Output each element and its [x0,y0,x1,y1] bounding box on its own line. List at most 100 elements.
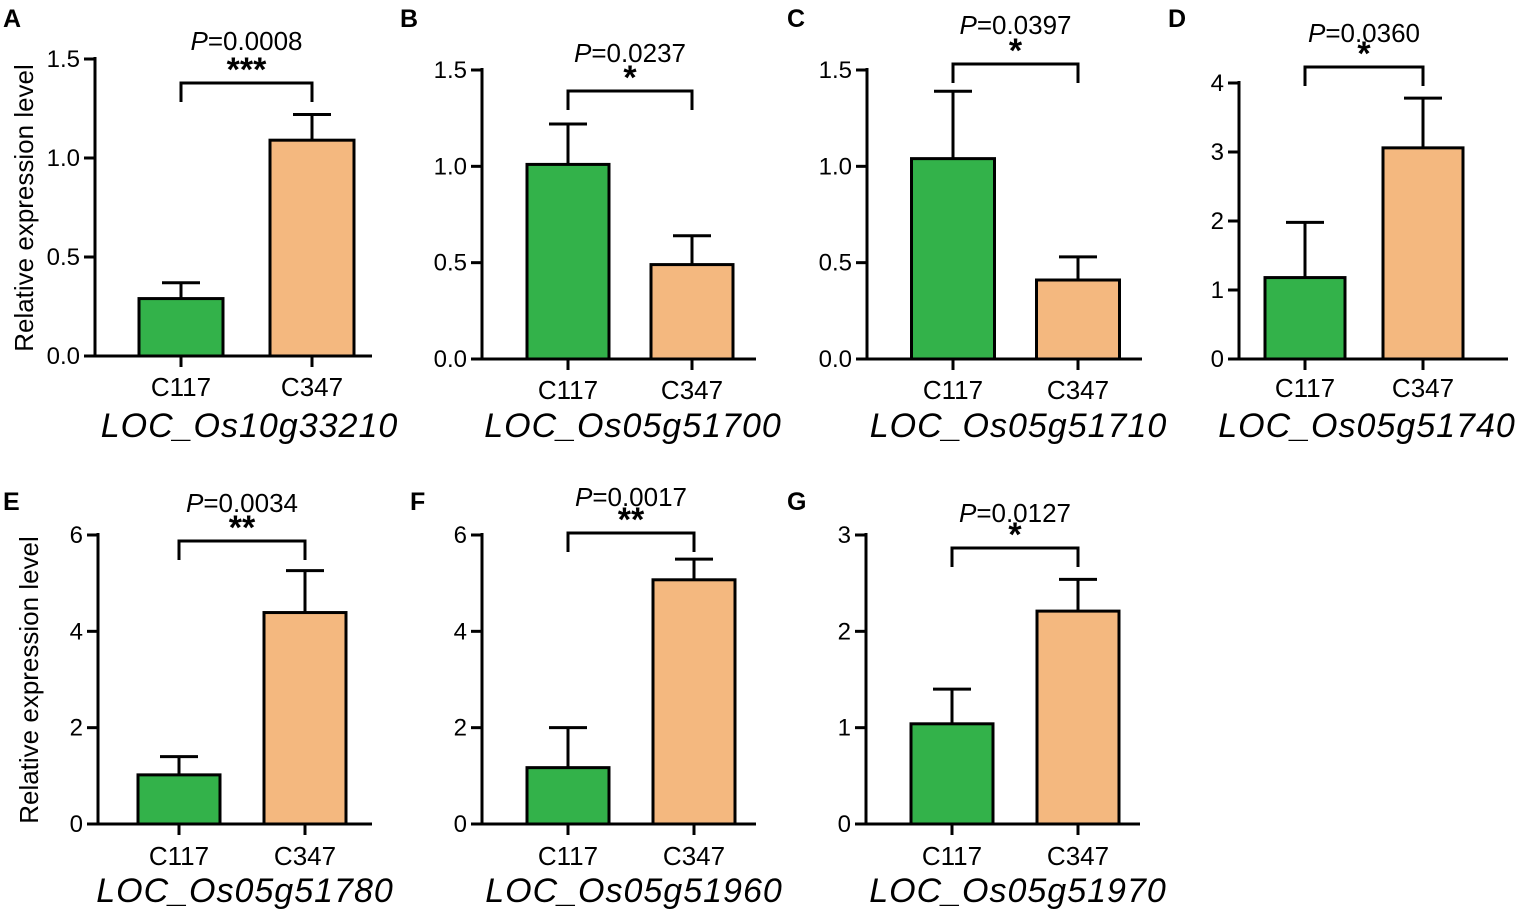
gene-name: LOC_Os05g51700 [484,407,782,445]
y-tick-label: 3 [1211,139,1224,166]
panel-e: E Relative expression level 0 2 4 6 C117 C347LO… [3,488,394,910]
p-symbol: P [1308,18,1326,48]
y-tick-label: 1.5 [434,57,467,84]
y-tick-label: 1.0 [819,153,852,180]
bar-c117 [136,773,222,826]
gene-name: LOC_Os05g51960 [485,872,783,910]
bar-c117 [525,162,611,361]
bar-c117 [909,722,995,826]
x-tick-label-c117: C117 [151,372,211,402]
x-tick-label-c117: C117 [538,841,598,871]
x-tick-label-c117: C117 [538,375,598,405]
y-axis-label: Relative expression level [9,64,39,352]
bar-c117 [137,297,225,358]
gene-name: LOC_Os05g51780 [96,872,394,910]
p-value-label: P=0.0034 [186,488,298,518]
y-tick-label: 0.0 [434,346,467,373]
x-tick-label-c347: C347 [1392,373,1454,403]
y-tick-label: 2 [70,715,83,742]
x-tick-label-c117: C117 [149,841,209,871]
y-tick-label: 4 [1211,70,1224,97]
significance-stars: * [1009,32,1023,70]
p-value: =0.0237 [591,38,686,68]
y-tick-label: 0.5 [434,250,467,277]
significance-stars: ** [618,501,645,539]
gene-name: LOC_Os05g51740 [1218,407,1516,445]
p-value-label: P=0.0017 [575,482,687,512]
p-value-label: P=0.0397 [959,10,1071,40]
y-tick-label: 3 [838,522,851,549]
x-tick-label-c347: C347 [281,372,343,402]
y-tick-label: 0 [1211,346,1224,373]
x-tick-label-c347: C347 [661,375,723,405]
p-value: =0.0008 [208,26,303,56]
bar-c347 [262,611,348,826]
p-value: =0.0034 [203,488,298,518]
y-tick-label: 2 [454,715,467,742]
p-symbol: P [186,488,204,518]
bar-c347 [651,578,737,826]
p-value-label: P=0.0008 [190,26,302,56]
bar-c117 [525,766,611,826]
y-tick-label: 0 [454,811,467,838]
gene-name: LOC_Os10g33210 [101,407,399,445]
p-symbol: P [190,26,208,56]
y-tick-label: 6 [454,522,467,549]
significance-bracket [566,531,696,552]
y-tick-label: 1.0 [434,153,467,180]
p-value: =0.0397 [977,10,1072,40]
p-symbol: P [574,38,592,68]
gene-name: LOC_Os05g51970 [869,872,1167,910]
significance-stars: * [1008,516,1022,554]
p-value: =0.0360 [1325,18,1420,48]
y-tick-label: 2 [838,618,851,645]
panel-letter: C [787,5,805,33]
x-tick-label-c347: C347 [274,841,336,871]
panel-letter: G [787,488,806,516]
x-tick-label-c347: C347 [1047,375,1109,405]
y-tick-label: 0.0 [819,346,852,373]
y-axis-label: Relative expression level [14,536,44,824]
y-tick-label: 1.0 [47,145,80,172]
p-value: =0.0017 [592,482,687,512]
x-tick-label-c117: C117 [922,841,982,871]
significance-stars: *** [227,51,267,89]
y-tick-label: 1.5 [819,57,852,84]
bar-c347 [1035,609,1121,826]
panel-a: A Relative expression level 0.0 0.5 1.0 1.5 C1… [3,5,399,445]
bar-c117 [1263,276,1347,361]
y-tick-label: 6 [70,522,83,549]
significance-bracket [1303,65,1425,86]
y-tick-label: 1 [1211,277,1224,304]
p-value-label: P=0.0360 [1308,18,1420,48]
bar-c347 [1035,278,1121,361]
bar-c347 [268,138,356,358]
p-symbol: P [959,10,977,40]
panel-letter: A [3,5,21,33]
significance-bracket [179,81,314,102]
gene-name: LOC_Os05g51710 [870,407,1168,445]
y-tick-label: 0 [70,811,83,838]
y-tick-label: 1 [838,715,851,742]
p-value: =0.0127 [976,498,1071,528]
significance-stars: ** [229,509,256,547]
y-tick-label: 1.5 [47,46,80,73]
significance-bracket [177,539,307,560]
panel-letter: E [3,488,20,516]
x-tick-label-c117: C117 [923,375,983,405]
y-tick-label: 0.5 [47,244,80,271]
y-tick-label: 0 [838,811,851,838]
bar-c347 [649,263,735,361]
y-tick-label: 2 [1211,208,1224,235]
y-tick-label: 4 [454,618,467,645]
y-tick-label: 0.5 [819,250,852,277]
p-value-label: P=0.0127 [959,498,1071,528]
significance-stars: * [1357,35,1371,73]
y-tick-label: 0.0 [47,343,80,370]
